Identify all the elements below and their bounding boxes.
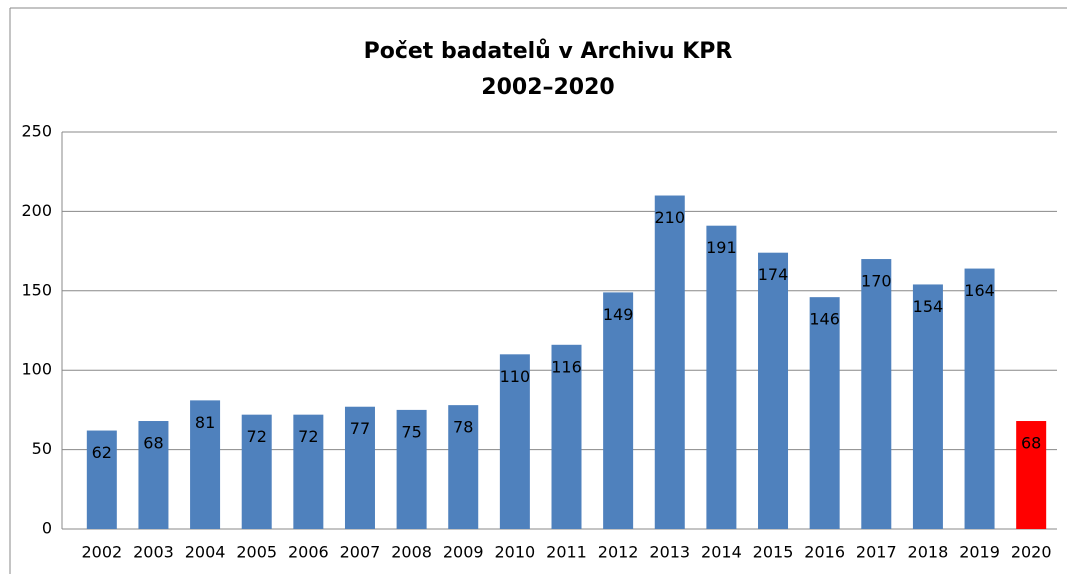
data-label: 154	[913, 297, 944, 316]
x-tick-label: 2011	[546, 543, 587, 562]
y-tick-label: 0	[42, 519, 52, 538]
bar	[344, 406, 375, 529]
bar	[293, 414, 324, 529]
data-label: 72	[247, 427, 267, 446]
bar	[138, 421, 169, 529]
y-tick-label: 200	[21, 201, 52, 220]
data-label: 149	[603, 305, 634, 324]
x-tick-label: 2014	[701, 543, 742, 562]
bar	[861, 259, 892, 529]
x-tick-label: 2003	[133, 543, 174, 562]
bar	[603, 292, 634, 529]
bar	[706, 225, 737, 529]
x-tick-label: 2013	[649, 543, 690, 562]
data-label: 110	[500, 367, 531, 386]
data-label: 62	[92, 443, 112, 462]
x-tick-label: 2005	[236, 543, 277, 562]
data-label: 210	[654, 208, 685, 227]
x-tick-label: 2010	[495, 543, 536, 562]
y-tick-label: 50	[32, 439, 52, 458]
data-label: 72	[298, 427, 318, 446]
x-tick-label: 2017	[856, 543, 897, 562]
x-tick-label: 2009	[443, 543, 484, 562]
data-label: 68	[1021, 434, 1041, 453]
data-label: 116	[551, 357, 582, 376]
bar	[654, 195, 685, 529]
y-tick-label: 150	[21, 280, 52, 299]
chart-title: Počet badatelů v Archivu KPR	[364, 39, 733, 64]
bar	[241, 414, 272, 529]
data-label: 75	[401, 422, 421, 441]
x-tick-label: 2018	[908, 543, 949, 562]
data-label: 146	[809, 310, 840, 329]
bar	[964, 268, 995, 529]
x-tick-label: 2015	[753, 543, 794, 562]
x-tick-label: 2006	[288, 543, 329, 562]
bar	[551, 344, 582, 529]
bar	[499, 354, 530, 529]
bar	[758, 252, 789, 530]
x-tick-label: 2016	[804, 543, 845, 562]
data-label: 68	[143, 434, 163, 453]
x-tick-label: 2020	[1011, 543, 1052, 562]
data-label: 81	[195, 413, 215, 432]
data-label: 78	[453, 418, 473, 437]
bar	[396, 409, 427, 529]
bar	[86, 430, 117, 529]
data-label: 164	[964, 281, 995, 300]
x-tick-label: 2019	[959, 543, 1000, 562]
x-tick-label: 2002	[81, 543, 122, 562]
chart-subtitle: 2002–2020	[481, 75, 614, 100]
y-tick-label: 100	[21, 360, 52, 379]
data-label: 174	[758, 265, 789, 284]
data-label: 77	[350, 419, 370, 438]
bar	[809, 297, 840, 529]
x-tick-label: 2007	[340, 543, 381, 562]
bar	[1016, 421, 1047, 529]
data-label: 170	[861, 272, 892, 291]
bar	[912, 284, 943, 529]
bar	[190, 400, 221, 529]
y-tick-label: 250	[21, 122, 52, 141]
bar	[448, 405, 479, 529]
x-tick-label: 2008	[391, 543, 432, 562]
x-tick-label: 2004	[185, 543, 226, 562]
x-tick-label: 2012	[598, 543, 639, 562]
data-label: 191	[706, 238, 737, 257]
